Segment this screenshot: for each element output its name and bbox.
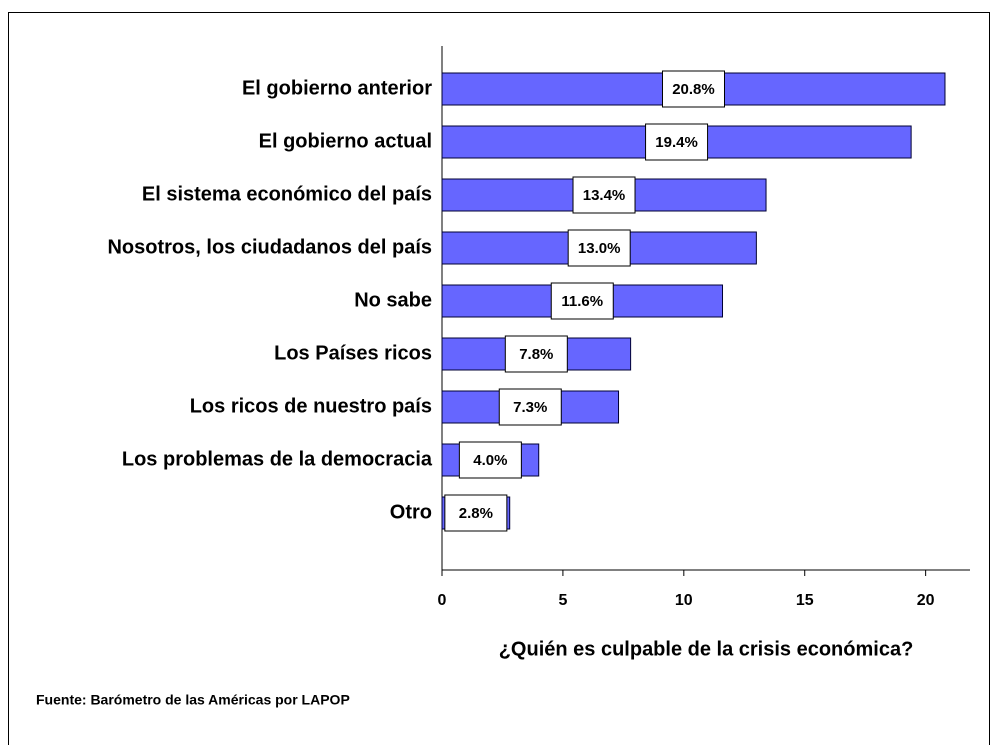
value-label-box (458, 441, 522, 479)
value-label-box (645, 123, 709, 161)
value-label: 7.8% (519, 346, 553, 363)
value-label-box (444, 494, 508, 532)
value-label: 13.4% (583, 187, 626, 204)
value-label-box (661, 70, 725, 108)
value-label: 19.4% (655, 134, 698, 151)
frame (8, 12, 990, 745)
y-tick-label: No sabe (354, 289, 432, 311)
y-tick-label: Los ricos de nuestro país (190, 395, 432, 417)
y-tick-label: El gobierno actual (259, 130, 432, 152)
value-label-box (567, 229, 631, 267)
y-tick-label: El gobierno anterior (242, 77, 432, 99)
y-tick-label: El sistema económico del país (142, 183, 432, 205)
x-tick-label: 20 (917, 592, 935, 609)
source-note: Fuente: Barómetro de las Américas por LA… (36, 692, 350, 708)
y-tick-label: Nosotros, los ciudadanos del país (107, 236, 432, 258)
y-tick-label: Los Países ricos (274, 342, 432, 364)
value-label: 4.0% (473, 452, 507, 469)
value-label: 13.0% (578, 240, 621, 257)
value-label: 2.8% (459, 505, 493, 522)
value-label-box (498, 388, 562, 426)
value-label-box (504, 335, 568, 373)
x-axis-title: ¿Quién es culpable de la crisis económic… (499, 638, 914, 660)
y-tick-label: Los problemas de la democracia (122, 448, 433, 470)
x-tick-label: 15 (796, 592, 814, 609)
x-tick-label: 0 (438, 592, 447, 609)
value-label: 20.8% (672, 81, 715, 98)
value-label-box (550, 282, 614, 320)
value-label: 11.6% (561, 293, 603, 310)
x-tick-label: 5 (558, 592, 567, 609)
y-tick-label: Otro (390, 501, 432, 523)
value-label: 7.3% (513, 399, 547, 416)
x-tick-label: 10 (675, 592, 693, 609)
value-label-box (572, 176, 636, 214)
